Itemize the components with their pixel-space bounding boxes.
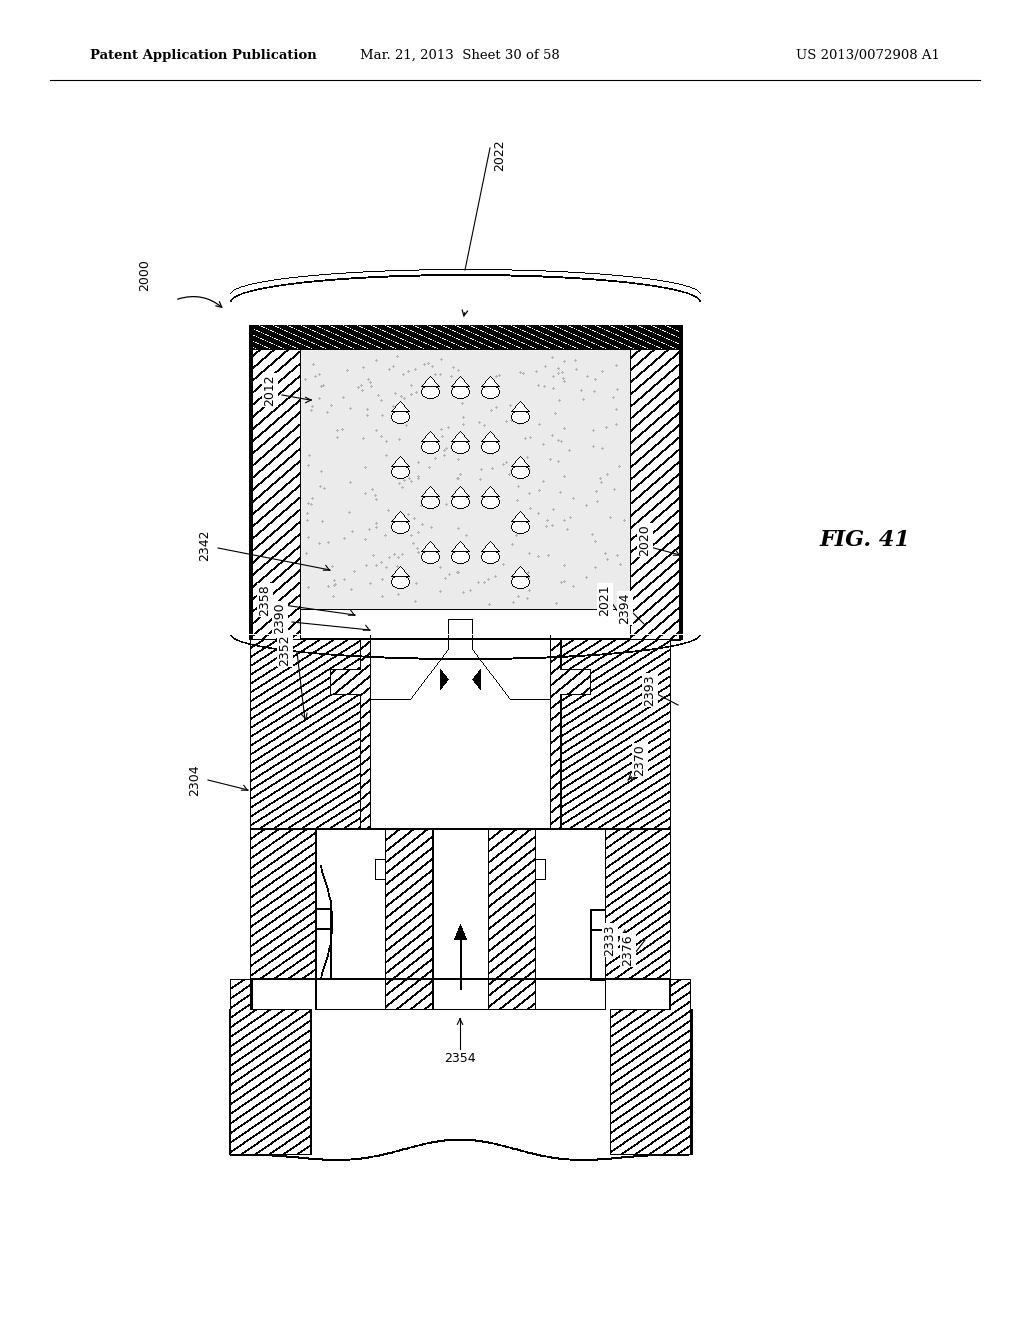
Text: 2342: 2342 <box>199 529 212 561</box>
Text: 2394: 2394 <box>618 593 632 624</box>
Text: 2390: 2390 <box>273 602 287 634</box>
Text: US 2013/0072908 A1: US 2013/0072908 A1 <box>796 49 940 62</box>
Text: Mar. 21, 2013  Sheet 30 of 58: Mar. 21, 2013 Sheet 30 of 58 <box>360 49 560 62</box>
Text: 2012: 2012 <box>263 374 276 405</box>
Text: 2021: 2021 <box>598 585 611 616</box>
Text: 2393: 2393 <box>643 675 656 706</box>
Text: 2304: 2304 <box>188 764 202 796</box>
Text: 2376: 2376 <box>622 935 635 966</box>
Text: 2354: 2354 <box>444 1052 476 1064</box>
Text: 2358: 2358 <box>258 585 271 616</box>
Text: FIG. 41: FIG. 41 <box>820 529 911 550</box>
Text: 2370: 2370 <box>634 744 646 776</box>
Text: 2352: 2352 <box>279 634 292 665</box>
Text: 2020: 2020 <box>639 524 651 556</box>
Text: 2333: 2333 <box>603 924 616 956</box>
Text: 2022: 2022 <box>494 139 507 170</box>
Text: 2000: 2000 <box>138 259 152 290</box>
Text: Patent Application Publication: Patent Application Publication <box>90 49 316 62</box>
